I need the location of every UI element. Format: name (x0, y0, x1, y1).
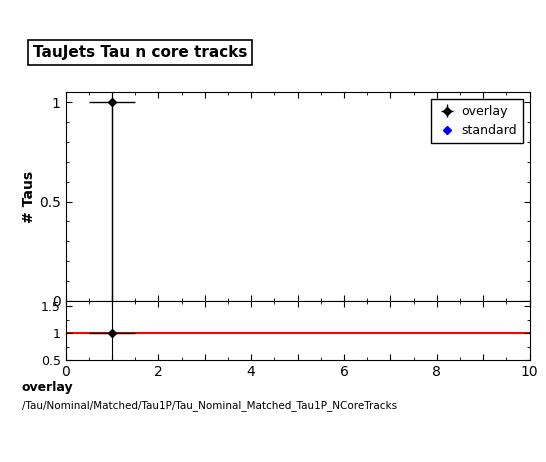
Text: overlay: overlay (22, 381, 74, 394)
Text: /Tau/Nominal/Matched/Tau1P/Tau_Nominal_Matched_Tau1P_NCoreTracks: /Tau/Nominal/Matched/Tau1P/Tau_Nominal_M… (22, 400, 397, 411)
Text: TauJets Tau n core tracks: TauJets Tau n core tracks (33, 45, 247, 60)
Y-axis label: # Taus: # Taus (22, 170, 36, 223)
Legend: overlay, standard: overlay, standard (431, 99, 524, 143)
